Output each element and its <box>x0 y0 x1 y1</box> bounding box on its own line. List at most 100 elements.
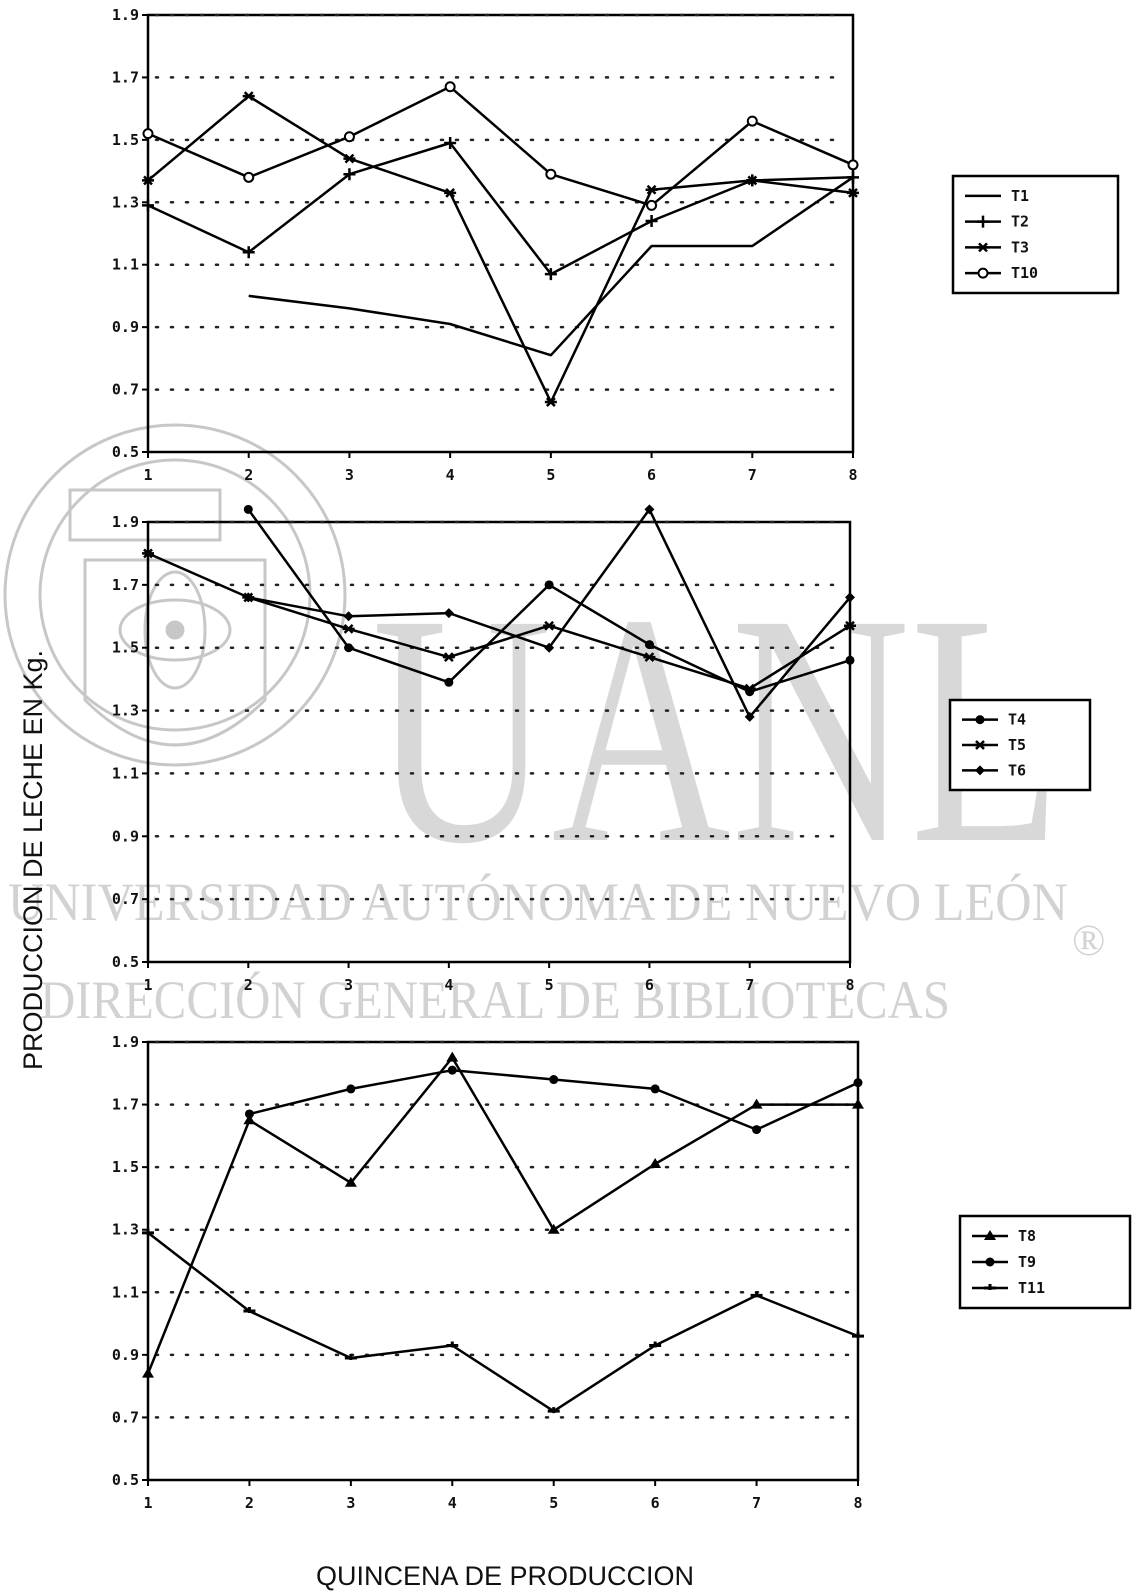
x-tick-label: 1 <box>143 976 152 994</box>
chart-panel-3: 0.5 0.7 0.9 1.1 1.3 1.5 1.7 1.9 1 2 3 4 5 6 7 8 T8 T9 T11 <box>112 1033 1132 1512</box>
data-point-t6 <box>243 592 254 603</box>
data-point-t2 <box>242 246 255 259</box>
data-point-t2 <box>142 199 154 212</box>
chart-panel-1: 0.50.70.91.11.31.51.71.91 2 3 4 5 6 7 8T1T2T3T1… <box>112 6 1120 484</box>
y-tick-label: 1.9 <box>112 6 139 24</box>
x-tick-label: 7 <box>748 466 757 484</box>
series-line-t1 <box>248 176 854 357</box>
plot-frame <box>146 520 852 964</box>
data-point-t9 <box>447 1065 457 1075</box>
series-t6 <box>243 504 855 722</box>
data-point-t5 <box>844 620 856 631</box>
legend-marker <box>977 242 989 253</box>
data-point-t10 <box>847 159 859 171</box>
data-point-t5 <box>543 620 556 631</box>
legend-label: T6 <box>1008 761 1026 779</box>
x-axis-title: QUINCENA DE PRODUCCION <box>316 1561 694 1591</box>
x-tick-label: 5 <box>549 1494 558 1512</box>
series-line-t2 <box>147 141 854 276</box>
y-tick-label: 1.3 <box>112 193 139 211</box>
chart-panel-2: 0.5 0.7 0.9 1.1 1.3 1.5 1.7 1.9 1 2 3 4 5 6 7 8 T4 T5 T6 <box>112 504 1092 994</box>
legend-label: T5 <box>1008 736 1026 754</box>
x-tick-label: 4 <box>446 466 455 484</box>
legend-marker <box>984 1230 996 1240</box>
x-tick-label: 4 <box>448 1494 457 1512</box>
data-point-t11 <box>243 1307 256 1314</box>
x-tick-label: 6 <box>651 1494 660 1512</box>
data-point-t9 <box>346 1084 356 1094</box>
y-tick-label: 1.3 <box>112 1221 139 1239</box>
data-point-t8 <box>446 1051 459 1062</box>
data-point-t3 <box>142 175 154 186</box>
legend-entry-t2: T2 <box>965 213 1029 231</box>
data-point-t10 <box>746 115 758 127</box>
data-point-t4 <box>344 643 354 653</box>
data-point-t2 <box>444 136 457 149</box>
x-tick-label: 3 <box>345 466 354 484</box>
y-tick-label: 0.7 <box>112 1408 139 1426</box>
legend-label: T8 <box>1018 1227 1036 1245</box>
y-tick-label: 1.7 <box>112 68 139 86</box>
x-tick-label: 2 <box>244 466 253 484</box>
x-tick-label: 1 <box>143 1494 152 1512</box>
y-tick-label: 0.9 <box>112 827 139 845</box>
legend-entry-t1: T1 <box>965 187 1029 205</box>
y-tick-label: 0.7 <box>112 381 139 399</box>
data-point-t3 <box>847 188 859 198</box>
data-point-t8 <box>750 1098 763 1109</box>
data-point-t10 <box>646 199 658 211</box>
y-tick-label: 0.9 <box>112 318 139 336</box>
x-tick-label: 2 <box>244 976 253 994</box>
x-tick-label: 5 <box>546 466 555 484</box>
y-tick-label: 1.9 <box>112 513 139 531</box>
y-tick-label: 0.5 <box>112 443 139 461</box>
legend-marker <box>985 1257 995 1267</box>
data-point-t11 <box>142 1228 154 1235</box>
data-point-t3 <box>444 188 457 198</box>
data-point-t6 <box>343 611 354 622</box>
series-line-t10 <box>147 85 854 207</box>
y-tick-label: 0.5 <box>112 953 139 971</box>
legend-label: T1 <box>1011 187 1029 205</box>
data-point-t8 <box>142 1367 154 1378</box>
x-tick-label: 4 <box>444 976 453 994</box>
data-point-t9 <box>549 1075 559 1085</box>
data-point-t10 <box>243 171 255 183</box>
data-point-t4 <box>444 677 454 687</box>
series-t4 <box>243 504 855 697</box>
x-tick-label: 1 <box>143 466 152 484</box>
y-tick-label: 0.9 <box>112 1346 139 1364</box>
watermark-university-name: UNIVERSIDAD AUTÓNOMA DE NUEVO LEÓN <box>8 872 1068 932</box>
data-point-t11 <box>547 1407 560 1414</box>
legend-box <box>958 1214 1132 1310</box>
data-point-t11 <box>750 1291 763 1298</box>
y-tick-label: 1.5 <box>112 639 139 657</box>
data-point-t2 <box>343 168 356 181</box>
legend-entry-t4: T4 <box>962 711 1026 729</box>
series-t9 <box>244 1065 863 1135</box>
data-point-t8 <box>344 1176 357 1187</box>
legend-marker <box>975 715 985 725</box>
legend-marker <box>975 765 985 776</box>
data-point-t5 <box>342 623 355 634</box>
x-tick-label: 6 <box>645 976 654 994</box>
data-point-t10 <box>142 128 154 140</box>
legend-label: T9 <box>1018 1253 1036 1271</box>
data-point-t4 <box>644 640 654 650</box>
data-point-t3 <box>343 153 356 164</box>
legend-entry-t3: T3 <box>965 238 1029 256</box>
data-point-t6 <box>845 592 855 603</box>
data-point-t5 <box>643 652 656 663</box>
data-point-t10 <box>343 131 355 143</box>
data-point-t6 <box>644 504 655 515</box>
series-line-t3 <box>147 94 854 404</box>
y-tick-label: 1.7 <box>112 576 139 594</box>
legend-entry-t11: T11 <box>972 1279 1045 1297</box>
data-point-t10 <box>444 81 456 93</box>
y-tick-label: 0.5 <box>112 1471 139 1489</box>
legend-entry-t6: T6 <box>962 761 1026 779</box>
x-tick-label: 2 <box>245 1494 254 1512</box>
data-point-t6 <box>744 711 755 722</box>
data-point-t9 <box>853 1078 863 1088</box>
